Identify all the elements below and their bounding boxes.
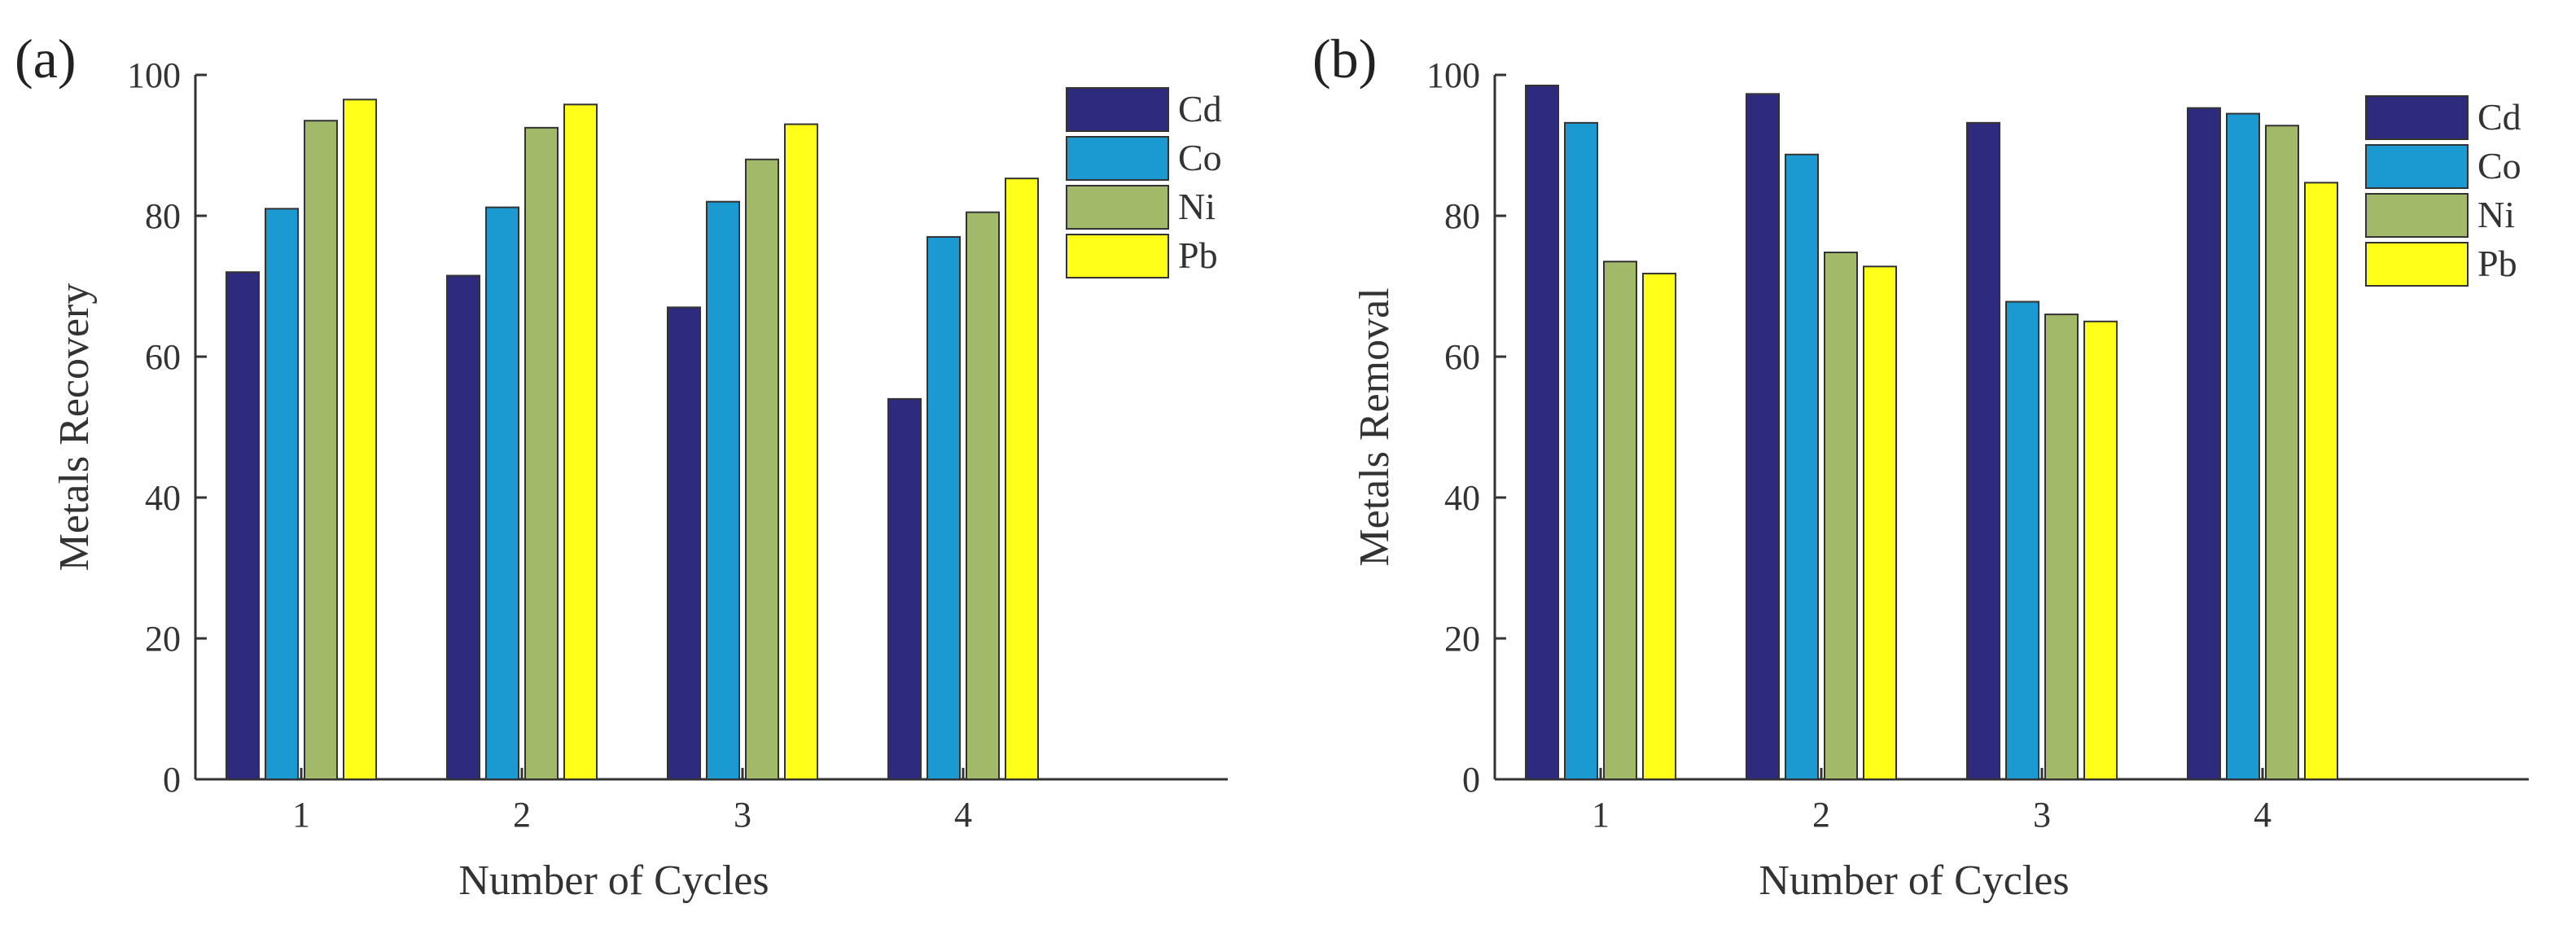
x-axis-label: Number of Cycles — [1759, 857, 2069, 904]
bar-cd-cycle-4 — [2187, 107, 2221, 780]
bar-pb-cycle-3 — [2083, 320, 2118, 780]
bar-ni-cycle-2 — [524, 126, 559, 780]
x-tick-label: 4 — [2254, 795, 2272, 835]
bar-co-cycle-4 — [2226, 112, 2260, 780]
y-tick-label: 100 — [1426, 55, 1480, 95]
bar-co-cycle-2 — [485, 206, 519, 780]
legend: Cd Co Ni Pb — [2365, 95, 2521, 287]
bar-cd-cycle-1 — [226, 271, 260, 780]
x-tick-label: 3 — [2033, 795, 2051, 835]
chart-panel-2: 0 20 40 60 80 100 1 2 3 4 Number of Cycles Metals R… — [1312, 28, 2529, 904]
legend-swatch-pb — [2365, 242, 2469, 287]
bar-co-cycle-2 — [1785, 153, 1819, 780]
y-axis-label: Metals Recovery — [51, 283, 98, 572]
bar-pb-cycle-1 — [1642, 272, 1676, 780]
bar-ni-cycle-4 — [2265, 125, 2299, 780]
y-tick-label: 20 — [1444, 619, 1480, 659]
y-tick-label: 60 — [1444, 337, 1480, 377]
bar-cd-cycle-4 — [887, 397, 922, 780]
bar-ni-cycle-3 — [2044, 314, 2079, 781]
legend-swatch-pb — [1066, 234, 1169, 278]
bar-pb-cycle-3 — [784, 123, 818, 781]
legend-label-ni: Ni — [1178, 186, 1216, 227]
bar-co-cycle-1 — [1564, 121, 1598, 780]
panel-label: (a) — [15, 28, 76, 90]
y-tick-label: 40 — [1444, 478, 1480, 518]
bar-pb-cycle-4 — [1005, 178, 1039, 780]
x-tick-label: 4 — [954, 795, 972, 835]
x-axis-label: Number of Cycles — [458, 857, 769, 904]
bar-pb-cycle-2 — [1863, 265, 1897, 780]
bar-cd-cycle-2 — [1746, 93, 1780, 781]
bar-co-cycle-3 — [2005, 300, 2039, 780]
x-tick-label: 1 — [1592, 795, 1610, 835]
y-axis-label: Metals Removal — [1352, 287, 1398, 566]
x-tick-label: 3 — [734, 795, 751, 835]
panel-label: (b) — [1312, 28, 1377, 90]
legend-swatch-co — [2365, 144, 2469, 189]
legend-label-co: Co — [1178, 137, 1222, 178]
legend-label-cd: Cd — [1178, 88, 1222, 129]
bar-co-cycle-3 — [706, 200, 740, 780]
bar-cd-cycle-3 — [1966, 121, 2000, 780]
bar-cd-cycle-1 — [1525, 84, 1559, 781]
y-tick-label: 80 — [145, 196, 181, 236]
legend-swatch-cd — [2365, 95, 2469, 140]
bar-ni-cycle-3 — [745, 158, 779, 781]
bar-co-cycle-4 — [927, 235, 961, 780]
x-tick-label: 2 — [1812, 795, 1830, 835]
y-tick-label: 40 — [145, 478, 181, 518]
legend-label-ni: Ni — [2477, 194, 2515, 235]
legend-swatch-ni — [1066, 185, 1169, 230]
bar-ni-cycle-4 — [966, 211, 1000, 780]
legend-swatch-cd — [1066, 87, 1169, 132]
chart-panel-1: 0 20 40 60 80 100 1 2 3 4 Number of Cycles Metals R… — [15, 28, 1228, 904]
y-tick-label: 100 — [127, 55, 181, 95]
bar-co-cycle-1 — [265, 208, 299, 781]
bar-pb-cycle-1 — [343, 99, 377, 780]
legend-swatch-ni — [2365, 193, 2469, 238]
bar-ni-cycle-1 — [1603, 261, 1637, 781]
legend-label-pb: Pb — [2477, 243, 2517, 284]
legend-label-pb: Pb — [1178, 235, 1218, 276]
legend: Cd Co Ni Pb — [1066, 87, 1222, 278]
bar-cd-cycle-2 — [446, 274, 480, 780]
bar-pb-cycle-2 — [563, 103, 598, 780]
y-tick-label: 0 — [1462, 760, 1480, 800]
legend-label-co: Co — [2477, 145, 2521, 186]
y-tick-label: 80 — [1444, 196, 1480, 236]
x-tick-label: 2 — [513, 795, 531, 835]
y-tick-label: 20 — [145, 619, 181, 659]
bar-cd-cycle-3 — [667, 306, 701, 780]
bar-ni-cycle-1 — [304, 120, 338, 781]
bar-pb-cycle-4 — [2304, 182, 2338, 781]
x-tick-label: 1 — [292, 795, 310, 835]
y-tick-label: 60 — [145, 337, 181, 377]
legend-swatch-co — [1066, 136, 1169, 181]
bar-ni-cycle-2 — [1824, 251, 1858, 781]
y-tick-label: 0 — [163, 760, 181, 800]
legend-label-cd: Cd — [2477, 96, 2521, 138]
